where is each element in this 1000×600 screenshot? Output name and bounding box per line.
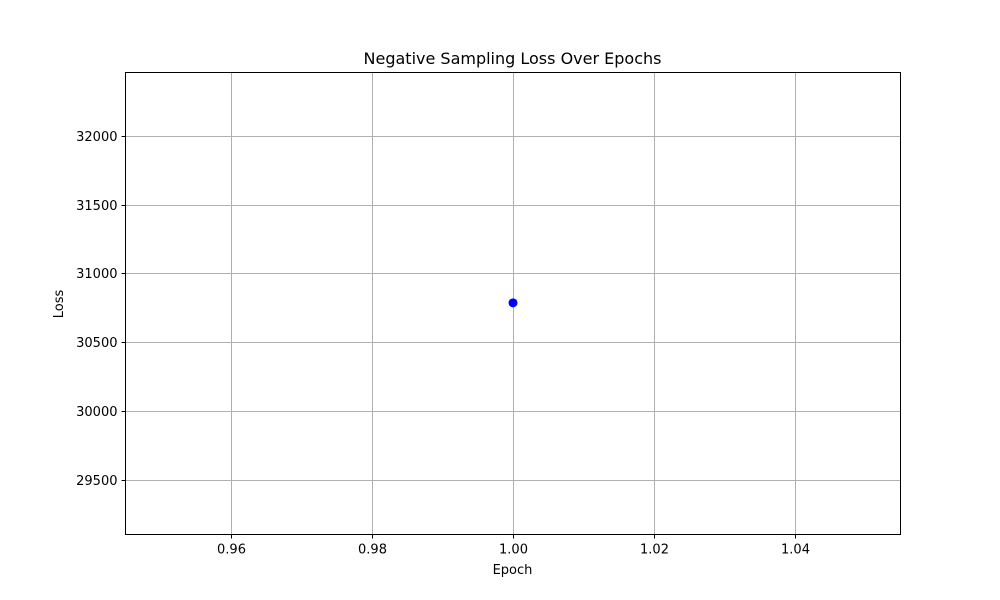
chart-title: Negative Sampling Loss Over Epochs (364, 49, 662, 68)
y-tick-label: 30500 (76, 336, 117, 351)
x-tick-label: 0.96 (217, 543, 246, 558)
y-tick-label: 31000 (76, 267, 117, 282)
y-tick-label: 30000 (76, 405, 117, 420)
grid-lines (125, 72, 901, 535)
x-axis-label: Epoch (493, 563, 533, 578)
plot-area-frame (125, 72, 901, 535)
axis-ticks: 0.96 0.98 1.00 1.02 1.04 29500 30000 30500 31000… (76, 130, 810, 558)
data-points (508, 298, 518, 308)
y-axis-label: Loss (52, 290, 67, 319)
y-tick-label: 32000 (76, 130, 117, 145)
x-tick-label: 1.02 (640, 543, 669, 558)
x-tick-label: 1.00 (499, 543, 528, 558)
data-point (508, 298, 518, 308)
y-tick-label: 31500 (76, 199, 117, 214)
x-tick-label: 0.98 (358, 543, 387, 558)
x-tick-label: 1.04 (781, 543, 810, 558)
y-tick-label: 29500 (76, 474, 117, 489)
